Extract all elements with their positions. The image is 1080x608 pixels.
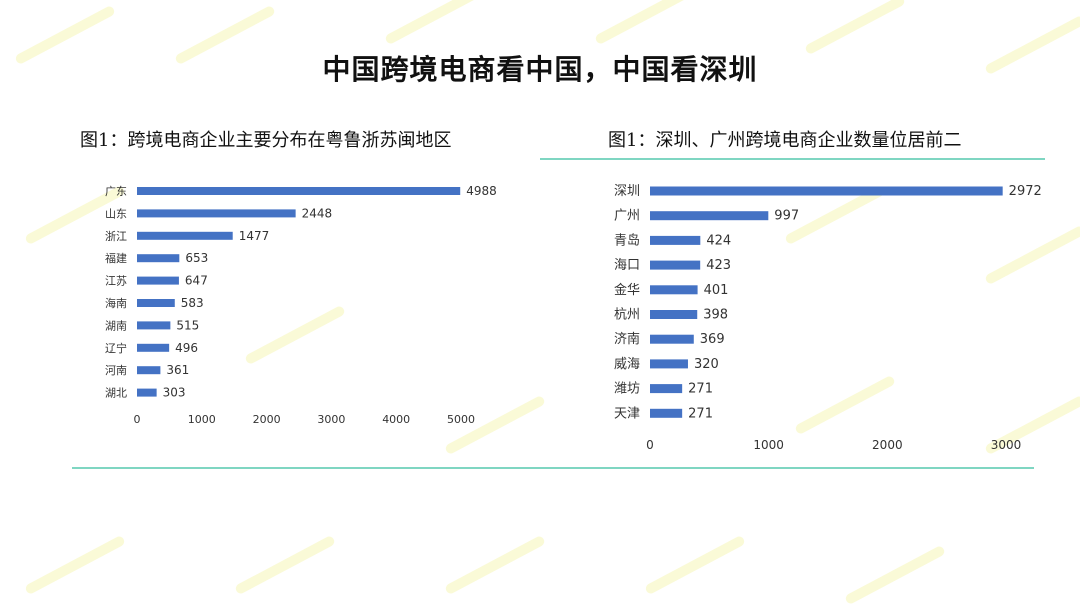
category-label: 湖北 <box>105 387 127 400</box>
data-label: 320 <box>694 357 719 372</box>
data-label: 271 <box>688 406 713 421</box>
bar <box>650 211 769 221</box>
data-label: 997 <box>774 209 799 224</box>
data-label: 647 <box>185 274 208 288</box>
bar <box>137 254 180 263</box>
bar <box>650 260 701 270</box>
bar <box>137 366 161 375</box>
category-label: 海南 <box>105 296 127 310</box>
data-label: 496 <box>175 341 198 355</box>
x-tick-label: 5000 <box>447 413 475 426</box>
bar <box>137 388 157 397</box>
category-label: 江苏 <box>105 275 127 288</box>
data-label: 653 <box>185 251 208 265</box>
category-label: 辽宁 <box>105 341 127 355</box>
data-label: 401 <box>704 283 729 298</box>
bar <box>650 235 701 245</box>
category-label: 浙江 <box>105 230 127 243</box>
category-label: 广东 <box>105 185 127 198</box>
data-label: 369 <box>700 332 725 347</box>
bar <box>650 408 683 418</box>
bar <box>137 276 179 285</box>
data-label: 2972 <box>1009 184 1042 199</box>
category-label: 山东 <box>105 207 127 220</box>
data-label: 423 <box>706 258 731 273</box>
category-label: 济南 <box>614 331 640 347</box>
x-tick-label: 0 <box>134 413 141 426</box>
category-label: 深圳 <box>614 184 640 199</box>
data-label: 4988 <box>466 184 497 198</box>
bar <box>650 384 683 394</box>
bar <box>137 209 296 218</box>
bar <box>137 187 461 195</box>
page-title: 中国跨境电商看中国，中国看深圳 <box>322 53 758 86</box>
category-label: 杭州 <box>614 308 640 323</box>
category-label: 湖南 <box>105 319 127 332</box>
category-label: 青岛 <box>614 232 640 248</box>
data-label: 424 <box>706 233 731 248</box>
data-label: 303 <box>163 386 186 400</box>
bar <box>137 343 170 352</box>
data-label: 271 <box>688 382 713 397</box>
chart-title-right: 图1：深圳、广州跨境电商企业数量位居前二 <box>608 130 962 151</box>
x-tick-label: 0 <box>646 438 654 452</box>
x-tick-label: 3000 <box>317 413 345 426</box>
category-label: 广州 <box>614 209 640 224</box>
category-label: 天津 <box>614 406 640 421</box>
data-label: 2448 <box>302 206 333 220</box>
data-label: 515 <box>176 318 199 332</box>
data-label: 361 <box>166 363 189 377</box>
category-label: 金华 <box>614 282 640 298</box>
category-label: 海口 <box>614 258 640 273</box>
x-tick-label: 4000 <box>382 413 410 426</box>
bar <box>650 186 1003 196</box>
bar <box>650 334 694 344</box>
bar <box>137 321 171 330</box>
data-label: 398 <box>703 308 728 323</box>
x-tick-label: 2000 <box>253 413 281 426</box>
bar <box>137 299 175 307</box>
category-label: 福建 <box>105 251 127 265</box>
divider-top <box>540 158 1045 160</box>
bar <box>650 310 698 319</box>
bar <box>650 285 698 295</box>
x-tick-label: 1000 <box>753 438 784 452</box>
category-label: 威海 <box>614 357 640 372</box>
bar <box>650 359 688 369</box>
chart-title-left: 图1：跨境电商企业主要分布在粤鲁浙苏闽地区 <box>80 130 452 151</box>
bar <box>137 231 233 240</box>
data-label: 1477 <box>239 229 270 243</box>
category-label: 潍坊 <box>614 382 640 397</box>
x-tick-label: 3000 <box>991 438 1022 452</box>
category-label: 河南 <box>105 364 127 377</box>
data-label: 583 <box>181 296 204 310</box>
x-tick-label: 1000 <box>188 413 216 426</box>
x-tick-label: 2000 <box>872 438 903 452</box>
divider-bottom <box>72 467 1034 469</box>
